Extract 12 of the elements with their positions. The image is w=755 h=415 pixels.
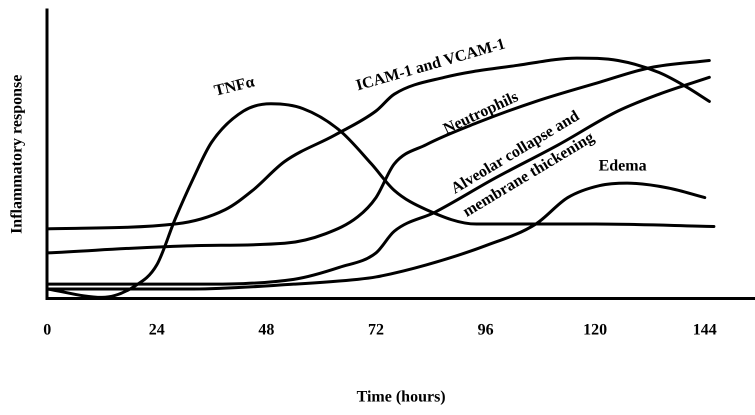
x-axis-title: Time (hours) [356,388,446,406]
x-tick-label: 144 [692,321,717,338]
x-tick-label: 96 [478,321,494,338]
series-label: Edema [598,157,647,174]
text: ICAM-1 and VCAM-1 [354,36,508,94]
x-tick-label: 48 [258,321,274,338]
x-tick-label: 0 [43,321,52,338]
text: TNFα [212,73,256,100]
x-tick-label: 72 [368,321,384,338]
x-tick-label: 24 [148,321,165,338]
x-tick-label: 120 [583,321,608,338]
y-axis-title: Inflammatory response [8,74,26,234]
